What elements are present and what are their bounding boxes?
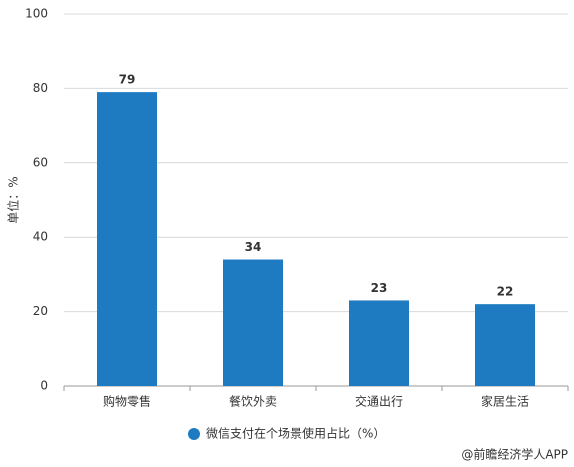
x-tick-label: 家居生活 <box>481 394 529 409</box>
legend-marker <box>188 428 200 440</box>
y-tick-label: 60 <box>33 155 48 169</box>
value-label: 34 <box>245 240 262 254</box>
x-tick-label: 餐饮外卖 <box>229 394 277 409</box>
x-tick-label: 交通出行 <box>355 394 403 409</box>
bar <box>97 92 157 387</box>
bar <box>475 304 535 386</box>
y-tick-label: 0 <box>40 379 48 393</box>
value-label: 79 <box>119 73 136 87</box>
bar <box>349 300 409 386</box>
y-tick-label: 100 <box>25 7 48 21</box>
y-axis-label: 单位：% <box>6 176 21 223</box>
value-label: 22 <box>497 285 514 299</box>
legend-label: 微信支付在个场景使用占比（%） <box>206 426 385 441</box>
value-label: 23 <box>371 281 388 295</box>
x-tick-label: 购物零售 <box>103 394 151 409</box>
bar <box>223 259 283 386</box>
source: @前瞻经济学人APP <box>461 447 568 462</box>
y-tick-label: 20 <box>33 304 48 318</box>
y-tick-label: 80 <box>33 81 48 95</box>
y-tick-label: 40 <box>33 230 48 244</box>
